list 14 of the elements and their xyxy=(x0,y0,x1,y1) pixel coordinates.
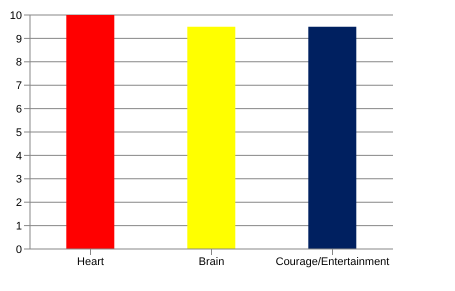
y-tick-label: 10 xyxy=(10,10,22,22)
y-tick-label: 9 xyxy=(16,33,22,46)
x-tick-label: Heart xyxy=(77,256,104,268)
x-tick-label: Courage/Entertainment xyxy=(276,256,390,268)
y-tick-label: 7 xyxy=(16,80,22,92)
y-tick-label: 2 xyxy=(16,197,22,210)
y-tick-label: 3 xyxy=(16,174,22,186)
y-tick-label: 5 xyxy=(16,126,22,139)
y-tick-label: 0 xyxy=(16,244,22,256)
y-tick-label: 8 xyxy=(16,56,22,69)
y-tick-label: 6 xyxy=(16,104,22,116)
y-tick-label: 4 xyxy=(16,150,22,162)
y-tick-label: 1 xyxy=(16,220,22,233)
x-tick-label: Brain xyxy=(198,256,224,268)
